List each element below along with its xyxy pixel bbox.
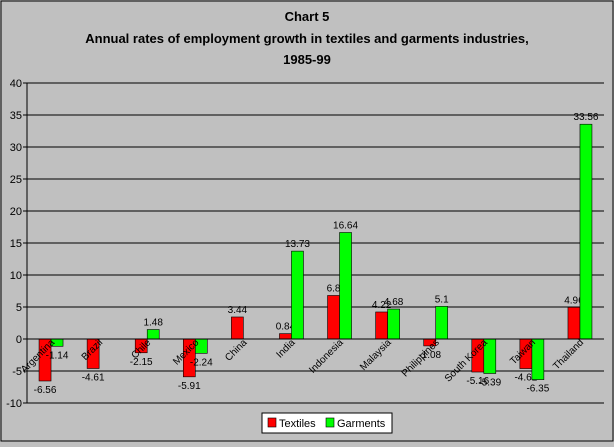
y-tick-label: 5 [16, 302, 22, 314]
y-tick-label: 0 [16, 334, 22, 346]
bar-garments-malaysia [387, 308, 400, 340]
data-label-textiles-argentina: -6.56 [34, 385, 57, 396]
chart-subtitle-line-1: Annual rates of employment growth in tex… [85, 31, 529, 46]
bar-garments-chile [146, 329, 160, 340]
legend: Textiles Garments [261, 412, 393, 434]
legend-swatch-garments [325, 417, 335, 428]
legend-label-textiles: Textiles [279, 418, 316, 430]
y-tick-label: 20 [10, 206, 22, 218]
data-label-garments-south-korea: -5.39 [478, 377, 501, 388]
data-label-textiles-mexico: -5.91 [178, 381, 201, 392]
data-label-textiles-philippines: -1.08 [418, 350, 441, 361]
bar-textiles-thailand [567, 306, 581, 340]
data-label-textiles-taiwan: -4.62 [514, 373, 537, 384]
data-label-garments-india: 13.73 [285, 239, 310, 250]
data-label-garments-argentina: -1.14 [46, 350, 69, 361]
bar-garments-philippines [435, 306, 449, 340]
data-label-textiles-indonesia: 6.8 [327, 283, 341, 294]
bar-textiles-indonesia [327, 295, 340, 340]
chart-subtitle-line-2: 1985-99 [283, 52, 331, 67]
y-tick-label: 35 [10, 110, 22, 122]
bar-textiles-malaysia [375, 311, 388, 340]
y-tick-label: -10 [6, 398, 22, 410]
bar-garments-indonesia [339, 232, 352, 340]
data-label-textiles-brazil: -4.61 [82, 373, 105, 384]
data-label-textiles-malaysia: 4.22 [372, 300, 392, 311]
data-label-garments-philippines: 5.1 [435, 294, 449, 305]
data-label-garments-indonesia: 16.64 [333, 221, 358, 232]
data-label-textiles-south-korea: -5.16 [466, 376, 489, 387]
data-label-textiles-china: 3.44 [228, 305, 248, 316]
legend-swatch-textiles [267, 417, 277, 428]
y-tick-label: 15 [10, 238, 22, 250]
bar-garments-india [291, 250, 304, 340]
data-label-garments-mexico: -2.24 [190, 357, 213, 368]
bar-garments-thailand [579, 123, 593, 340]
legend-label-garments: Garments [337, 418, 386, 430]
data-label-garments-chile: 1.48 [143, 318, 163, 329]
data-label-garments-thailand: 33.56 [573, 112, 598, 123]
y-tick-label: 40 [10, 78, 22, 90]
bar-textiles-china [231, 316, 244, 340]
y-tick-label: 10 [10, 270, 22, 282]
y-tick-label: -5 [12, 366, 22, 378]
data-label-textiles-thailand: 4.96 [564, 295, 584, 306]
y-tick-label: 25 [10, 174, 22, 186]
chart-title: Chart 5 [285, 9, 330, 24]
y-tick-label: 30 [10, 142, 22, 154]
data-label-textiles-india: 0.84 [276, 322, 296, 333]
data-label-garments-malaysia: 4.68 [384, 297, 404, 308]
data-label-garments-taiwan: -6.35 [526, 384, 549, 395]
data-label-textiles-chile: -2.15 [130, 357, 153, 368]
